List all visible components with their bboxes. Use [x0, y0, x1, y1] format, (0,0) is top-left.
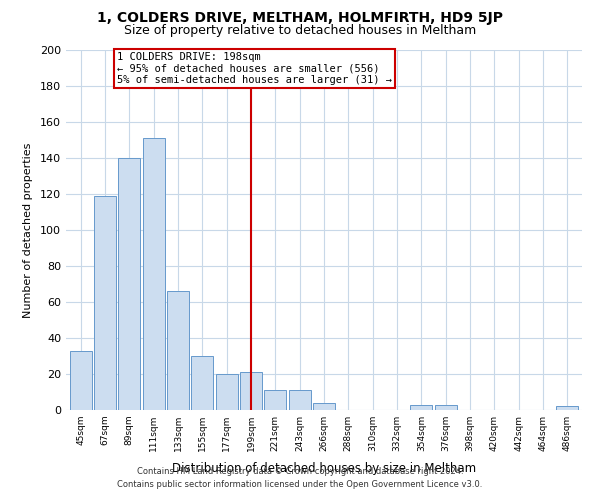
Bar — [191, 356, 213, 410]
Bar — [313, 403, 335, 410]
Bar — [556, 406, 578, 410]
Text: Size of property relative to detached houses in Meltham: Size of property relative to detached ho… — [124, 24, 476, 37]
X-axis label: Distribution of detached houses by size in Meltham: Distribution of detached houses by size … — [172, 462, 476, 475]
Bar — [289, 390, 311, 410]
Text: Contains HM Land Registry data © Crown copyright and database right 2024.
Contai: Contains HM Land Registry data © Crown c… — [118, 468, 482, 489]
Bar — [118, 158, 140, 410]
Bar — [240, 372, 262, 410]
Bar — [435, 404, 457, 410]
Bar — [215, 374, 238, 410]
Bar — [167, 291, 189, 410]
Text: 1 COLDERS DRIVE: 198sqm
← 95% of detached houses are smaller (556)
5% of semi-de: 1 COLDERS DRIVE: 198sqm ← 95% of detache… — [117, 52, 392, 85]
Bar — [265, 390, 286, 410]
Bar — [70, 350, 92, 410]
Bar — [143, 138, 164, 410]
Y-axis label: Number of detached properties: Number of detached properties — [23, 142, 33, 318]
Text: 1, COLDERS DRIVE, MELTHAM, HOLMFIRTH, HD9 5JP: 1, COLDERS DRIVE, MELTHAM, HOLMFIRTH, HD… — [97, 11, 503, 25]
Bar — [410, 404, 433, 410]
Bar — [94, 196, 116, 410]
